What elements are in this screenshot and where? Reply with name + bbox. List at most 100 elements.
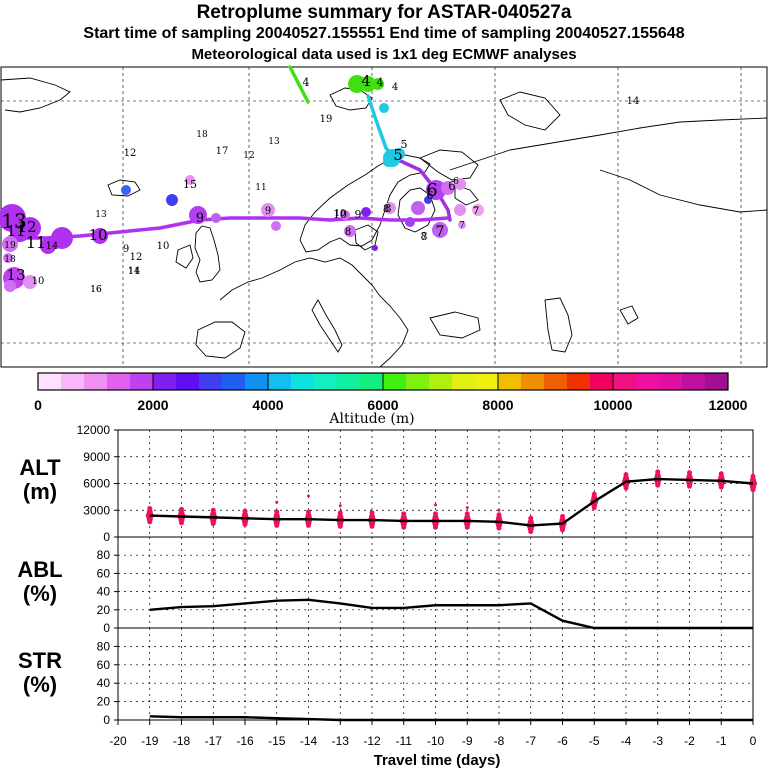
coast-iceland	[107, 179, 141, 197]
y-axis-label: STR	[18, 648, 62, 673]
y-tick-label: 20	[97, 695, 111, 709]
day-label: 13	[268, 137, 280, 147]
y-axis-label: (%)	[23, 672, 57, 697]
day-label: 10	[32, 276, 45, 287]
alt-dot	[179, 506, 184, 512]
alt-dot	[305, 512, 312, 519]
day-label: 11	[6, 222, 25, 240]
chart-title: Retroplume summary for ASTAR-040527a	[196, 2, 572, 23]
x-tick-label: -3	[652, 734, 663, 748]
plume-bubble	[361, 207, 371, 217]
plume-bubble	[360, 76, 376, 92]
colorbar-tick-label: 8000	[482, 397, 513, 413]
day-label: 19	[4, 241, 16, 251]
coast-iberia	[195, 321, 246, 359]
colorbar-swatch	[176, 373, 200, 390]
alt-dot	[750, 487, 756, 493]
alt-dot	[147, 519, 153, 525]
alt-dot	[497, 508, 501, 512]
plume-bubble	[271, 221, 281, 231]
alt-dot	[242, 511, 248, 518]
day-label: 8	[383, 204, 389, 215]
alt-dot	[687, 470, 692, 476]
day-label: 8	[345, 227, 351, 238]
y-axis-label: ABL	[17, 557, 62, 582]
y-axis-label: (%)	[23, 581, 57, 606]
day-label: 17	[216, 146, 229, 157]
alt-dot	[655, 469, 661, 475]
panel-alt: 0 3000 6000 9000 12000 ALT(m)	[19, 423, 757, 544]
x-axis: -20 -19 -18 -17 -16 -15 -14 -13 -12 -11 -10 -9 -8 -7-…	[109, 720, 757, 748]
alt-dot	[718, 484, 724, 490]
day-label: 11	[128, 267, 139, 277]
colorbar-swatch	[337, 373, 361, 390]
x-tick-label: -5	[589, 734, 600, 748]
coast-arctic-russia	[449, 117, 768, 171]
alt-dot	[750, 473, 756, 479]
colorbar-swatch	[521, 373, 545, 390]
plume-bubble	[51, 227, 73, 249]
alt-dot	[179, 520, 184, 526]
day-label: 7	[459, 221, 465, 231]
alt-dot	[464, 524, 470, 530]
alt-dot	[307, 494, 310, 498]
alt-dot	[560, 513, 565, 519]
day-label: 18	[196, 130, 208, 140]
alt-dot	[210, 521, 216, 527]
y-tick-label: 60	[97, 658, 111, 672]
meteorological-data-line: Meteorological data used is 1x1 deg ECMW…	[191, 46, 577, 63]
colorbar-swatch	[199, 373, 223, 390]
x-tick-label: -12	[363, 734, 381, 748]
alt-dot	[274, 522, 280, 528]
colorbar-tick-label: 4000	[252, 397, 283, 413]
plume-bubbles	[0, 75, 484, 292]
colorbar-frame	[37, 372, 729, 391]
x-tick-label: -18	[173, 734, 191, 748]
coast-greenland	[0, 77, 71, 113]
colorbar-swatch	[682, 373, 706, 390]
alt-dot	[464, 514, 471, 521]
plume-bubble	[92, 228, 108, 244]
plume-bubble	[344, 225, 356, 237]
alt-dot	[496, 512, 502, 518]
day-label: 11	[255, 183, 266, 193]
plume-bubble	[472, 204, 484, 216]
x-axis-label: Travel time (days)	[374, 752, 501, 768]
alt-dot-clusters	[145, 469, 757, 535]
coast-ireland	[175, 244, 194, 269]
x-tick-label: -15	[268, 734, 286, 748]
coast-white-sea	[454, 184, 479, 206]
y-tick-label: 40	[97, 676, 111, 690]
colorbar-swatches	[38, 373, 729, 390]
coast-italy	[311, 299, 343, 353]
colorbar-swatch	[61, 373, 85, 390]
alt-dot	[337, 523, 343, 529]
day-label: 4	[303, 76, 310, 89]
alt-dot	[655, 482, 661, 488]
colorbar-swatch	[705, 373, 729, 390]
series-line-abl	[149, 598, 753, 630]
alt-dot	[433, 511, 438, 517]
y-tick-label: 0	[103, 713, 110, 727]
alt-dot	[496, 515, 502, 522]
coast-caspian	[544, 297, 573, 353]
day-label: 9	[355, 208, 362, 221]
colorbar-swatch	[130, 373, 154, 390]
map-graticule	[1, 67, 767, 367]
day-label: 12	[130, 252, 143, 263]
plume-bubble	[166, 194, 178, 206]
day-label: 15	[183, 178, 197, 191]
colorbar-tick-label: 10000	[594, 397, 633, 413]
x-tick-label: -11	[396, 734, 413, 748]
colorbar-swatch	[544, 373, 568, 390]
day-label: 6	[448, 179, 456, 193]
plume-bubble	[379, 103, 389, 113]
coast-europe	[219, 257, 409, 368]
series-line-alt	[149, 477, 754, 527]
plume-bubble	[121, 185, 131, 195]
day-label: 10	[334, 209, 346, 219]
day-label: 11	[26, 233, 46, 252]
alt-dot	[623, 475, 629, 482]
alt-dot	[337, 510, 343, 516]
